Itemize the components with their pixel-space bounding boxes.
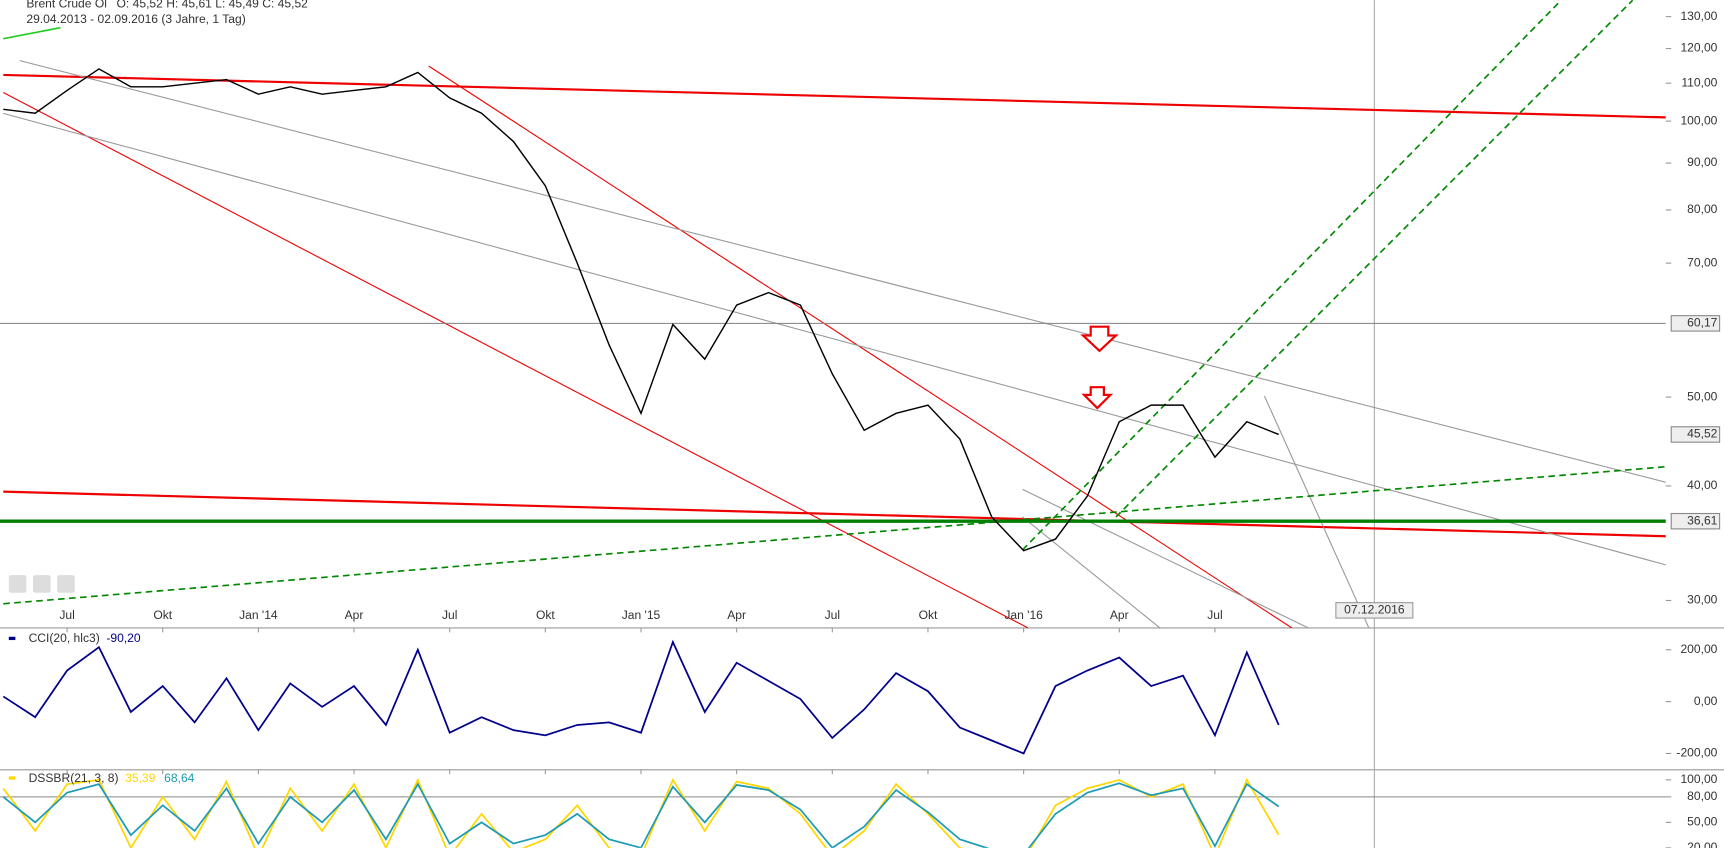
level-label: 60,17 bbox=[1687, 316, 1718, 330]
level-box bbox=[1670, 426, 1721, 443]
level-box bbox=[1670, 315, 1721, 332]
x-tick-label: Jul bbox=[59, 608, 74, 622]
legend-value: 68,64 bbox=[164, 771, 195, 785]
crosshair-label-box bbox=[1335, 602, 1414, 619]
plot-area bbox=[2, 777, 1280, 848]
legend-swatch bbox=[8, 776, 16, 780]
trend-line bbox=[1022, 516, 1161, 628]
legend-value: 35,39 bbox=[125, 771, 156, 785]
x-tick-label: Jul bbox=[1207, 608, 1222, 622]
y-tick-label: 90,00 bbox=[1687, 155, 1718, 169]
y-tick-label: 20,00 bbox=[1687, 840, 1718, 848]
x-tick-label: Jan '14 bbox=[239, 608, 278, 622]
tool-button[interactable] bbox=[32, 575, 51, 593]
legend-name: DSSBR(21, 3, 8) bbox=[29, 771, 119, 785]
trend-line bbox=[3, 490, 1666, 538]
plot-area bbox=[2, 639, 1280, 755]
y-tick-label: 80,00 bbox=[1687, 202, 1718, 216]
trend-line bbox=[428, 65, 1293, 628]
x-tick-label: Apr bbox=[1110, 608, 1129, 622]
y-tick-label: 130,00 bbox=[1680, 9, 1717, 23]
arrow-marker bbox=[1081, 386, 1114, 410]
y-tick-label: 100,00 bbox=[1680, 113, 1717, 127]
y-tick-label: 80,00 bbox=[1687, 789, 1718, 803]
level-box bbox=[1670, 512, 1721, 530]
y-tick-label: 40,00 bbox=[1687, 478, 1718, 492]
trend-line bbox=[1263, 395, 1370, 628]
x-tick-label: Jul bbox=[825, 608, 840, 622]
x-tick-label: Jul bbox=[442, 608, 457, 622]
x-tick-label: Okt bbox=[919, 608, 938, 622]
trend-line bbox=[1021, 0, 1562, 551]
x-tick-label: Jan '15 bbox=[622, 608, 661, 622]
y-tick-label: 30,00 bbox=[1687, 593, 1718, 607]
y-tick-label: 100,00 bbox=[1680, 772, 1717, 786]
trend-line bbox=[1115, 0, 1634, 518]
series-line bbox=[3, 68, 1279, 552]
x-tick-label: Okt bbox=[153, 608, 172, 622]
trend-line bbox=[3, 92, 1029, 628]
level-label: 36,61 bbox=[1687, 513, 1718, 527]
legend-name: CCI(20, hlc3) bbox=[29, 631, 100, 645]
series-line bbox=[2, 639, 1280, 755]
series-line bbox=[2, 782, 1280, 848]
trend-lines bbox=[3, 0, 1666, 628]
trend-line bbox=[3, 73, 1666, 119]
tool-button[interactable] bbox=[8, 575, 27, 593]
y-tick-label: 110,00 bbox=[1681, 75, 1717, 89]
x-tick-label: Okt bbox=[536, 608, 555, 622]
trend-line bbox=[19, 60, 1666, 483]
y-tick-label: 200,00 bbox=[1680, 642, 1717, 656]
y-tick-label: 70,00 bbox=[1687, 255, 1718, 269]
instrument: Brent Crude Ol bbox=[26, 0, 107, 11]
trend-line bbox=[3, 465, 1666, 605]
level-label: 45,52 bbox=[1687, 427, 1718, 441]
ohlc: O: 45,52 H: 45,61 L: 45,49 C: 45,52 bbox=[117, 0, 309, 11]
plot-area bbox=[3, 68, 1279, 552]
x-tick-label: Apr bbox=[727, 608, 746, 622]
series-line bbox=[2, 777, 1280, 848]
y-tick-label: 0,00 bbox=[1694, 694, 1718, 708]
trend-line bbox=[1022, 488, 1309, 628]
arrow-marker bbox=[1080, 325, 1119, 353]
x-tick-label: Jan '16 bbox=[1004, 608, 1043, 622]
y-tick-label: -200,00 bbox=[1676, 746, 1717, 760]
period: 29.04.2013 - 02.09.2016 (3 Jahre, 1 Tag) bbox=[26, 12, 245, 26]
y-tick-label: 120,00 bbox=[1680, 41, 1717, 55]
trend-line bbox=[3, 26, 61, 40]
legend-value: -90,20 bbox=[106, 631, 141, 645]
legend-swatch bbox=[8, 636, 16, 641]
toolbar bbox=[8, 575, 75, 593]
y-tick-label: 50,00 bbox=[1687, 389, 1718, 403]
tool-button[interactable] bbox=[57, 575, 75, 593]
x-tick-label: Apr bbox=[345, 608, 364, 622]
y-tick-label: 50,00 bbox=[1687, 815, 1718, 829]
trend-line bbox=[3, 112, 1666, 566]
crosshair-label: 07.12.2016 bbox=[1344, 603, 1405, 617]
